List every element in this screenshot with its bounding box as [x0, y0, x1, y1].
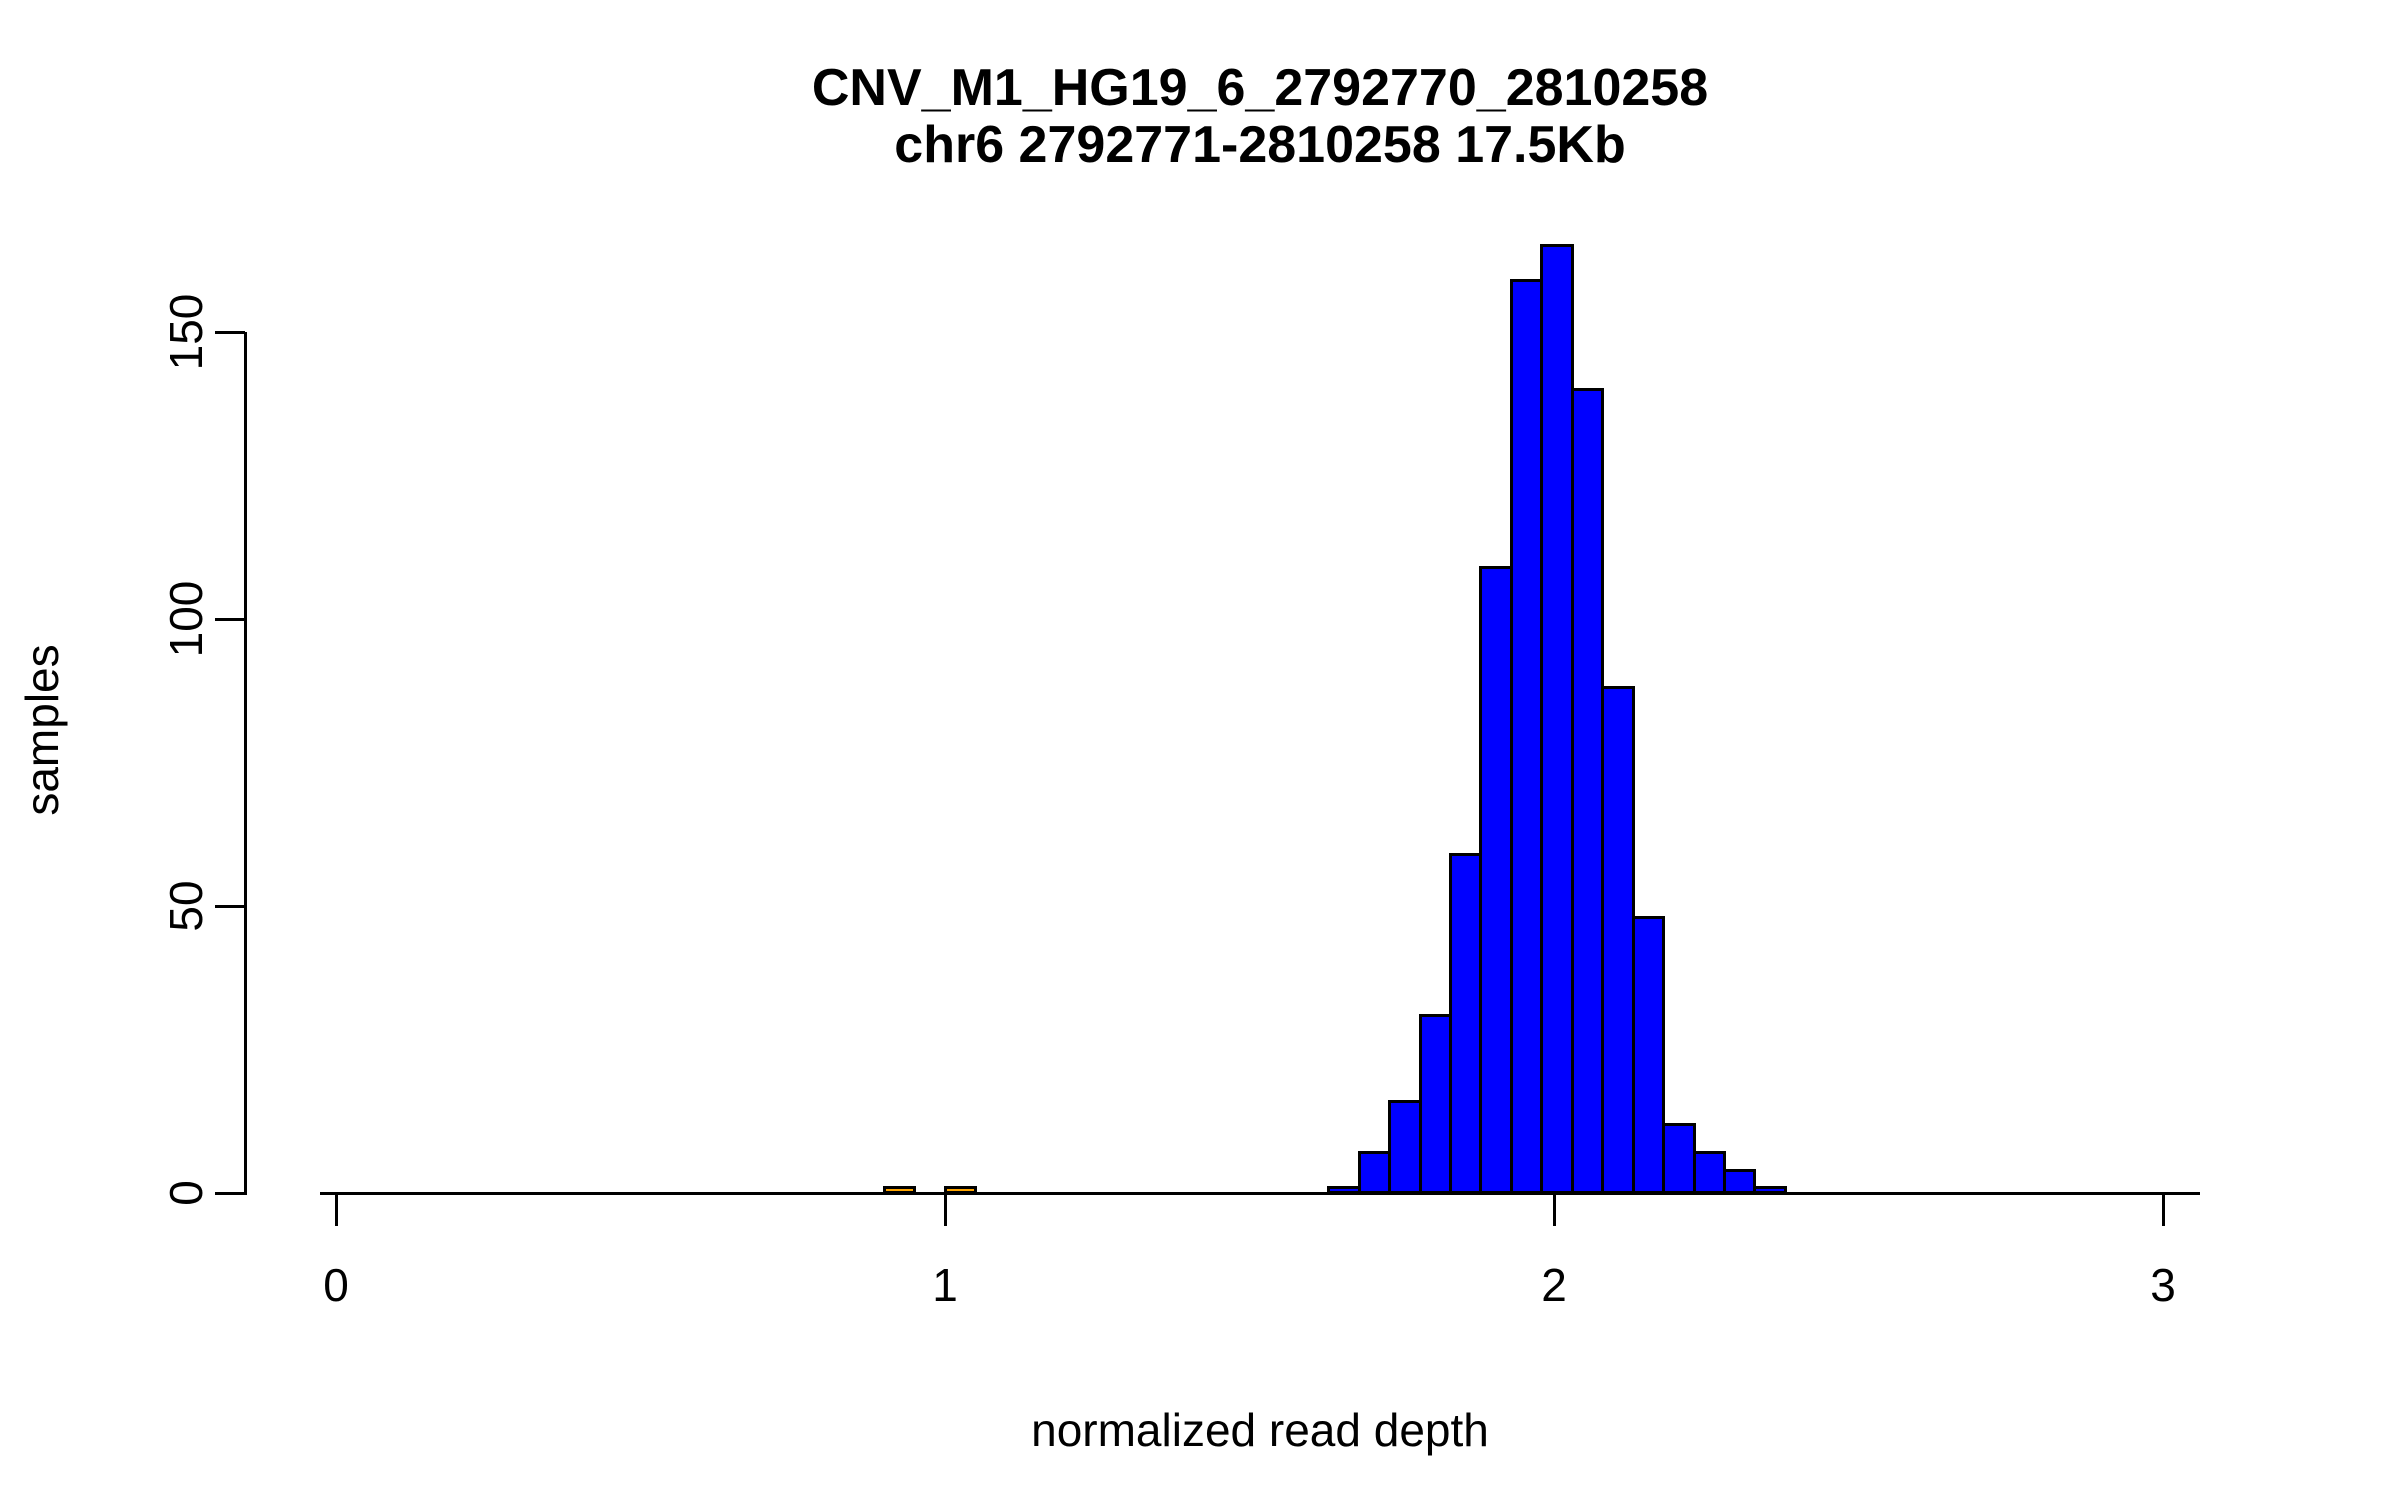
x-tick-label: 3 — [2150, 1259, 2176, 1311]
x-tick-label: 2 — [1541, 1259, 1567, 1311]
diploid-depth-cluster-bar — [1601, 686, 1635, 1195]
diploid-depth-cluster-bar — [1479, 565, 1513, 1195]
x-axis-label: normalized read depth — [1031, 1404, 1489, 1456]
y-tick — [215, 330, 245, 334]
diploid-depth-cluster-bar — [1418, 1013, 1452, 1195]
y-tick — [215, 617, 245, 621]
y-tick-label: 100 — [160, 580, 212, 658]
x-tick-label: 0 — [323, 1259, 349, 1311]
x-tick-label: 1 — [932, 1259, 958, 1311]
y-tick-label: 0 — [160, 1180, 212, 1206]
deletion-depth-outliers-bar — [882, 1185, 917, 1195]
diploid-depth-cluster-bar — [1692, 1151, 1726, 1195]
diploid-depth-cluster-bar — [1723, 1168, 1757, 1195]
y-tick-label: 50 — [160, 880, 212, 932]
x-tick — [2161, 1194, 2165, 1226]
y-tick — [215, 1191, 245, 1195]
x-axis-line — [320, 1191, 2200, 1195]
y-axis-line — [243, 332, 247, 1195]
x-tick — [1552, 1194, 1556, 1226]
diploid-depth-cluster-bar — [1753, 1185, 1787, 1195]
diploid-depth-cluster-bar — [1448, 852, 1483, 1195]
diploid-depth-cluster-bar — [1662, 1122, 1696, 1195]
y-tick-label: 150 — [160, 293, 212, 371]
diploid-depth-cluster-bar — [1388, 1099, 1422, 1195]
y-tick — [215, 904, 245, 908]
diploid-depth-cluster-bar — [1357, 1151, 1392, 1195]
x-tick — [943, 1194, 947, 1226]
chart-title-line2: chr6 2792771-2810258 17.5Kb — [894, 116, 1626, 174]
diploid-depth-cluster-bar — [1631, 915, 1666, 1195]
diploid-depth-cluster-bar — [1327, 1185, 1361, 1195]
diploid-depth-cluster-bar — [1509, 278, 1544, 1195]
x-tick — [334, 1194, 338, 1226]
chart-title: CNV_M1_HG19_6_2792770_2810258 chr6 27927… — [812, 60, 1708, 174]
chart-title-line1: CNV_M1_HG19_6_2792770_2810258 — [811, 59, 1709, 117]
diploid-depth-cluster-bar — [1570, 387, 1605, 1195]
diploid-depth-cluster-bar — [1540, 244, 1574, 1195]
deletion-depth-outliers-bar — [943, 1185, 977, 1195]
